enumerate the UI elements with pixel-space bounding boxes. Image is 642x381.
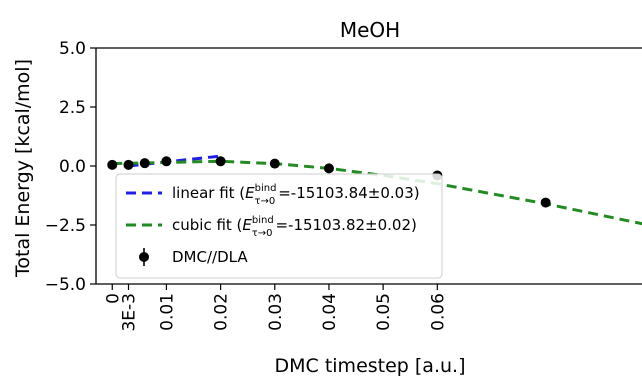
x-tick-label: 0 — [103, 293, 123, 304]
legend: linear fit (Ebind τ→0 =-15103.84±0.03)cubi… — [115, 173, 443, 279]
legend-label-main: linear fit ( — [172, 184, 245, 202]
legend-subscript: τ→0 — [254, 196, 275, 207]
data-point — [139, 158, 150, 169]
y-axis-label: Total Energy [kcal/mol] — [12, 59, 34, 278]
legend-fit-value: =-15103.82±0.02) — [275, 216, 416, 234]
x-axis: 03E-30.010.020.030.040.050.060.1 — [103, 284, 448, 332]
legend-swatch-point — [139, 252, 149, 262]
y-tick-label: −5.0 — [45, 275, 86, 295]
x-tick-label: 0.01 — [157, 293, 177, 331]
data-point — [107, 159, 118, 170]
y-axis: 5.0 2.5 0.0 −2.5 −5.0 — [45, 39, 96, 295]
legend-label: DMC//DLA — [172, 248, 248, 266]
x-tick-label: 0.03 — [266, 293, 286, 331]
legend-superscript: bind — [255, 183, 277, 194]
chart-title: MeOH — [340, 18, 400, 42]
x-axis-label: DMC timestep [a.u.] — [275, 355, 466, 377]
legend-subscript: τ→0 — [252, 228, 273, 239]
y-tick-label: 0.0 — [59, 157, 86, 177]
x-tick-label: 0.04 — [320, 293, 340, 331]
data-point — [269, 158, 280, 169]
y-tick-label: 2.5 — [59, 98, 86, 118]
y-tick-label: 5.0 — [59, 39, 86, 59]
legend-fit-value: =-15103.84±0.03) — [278, 184, 419, 202]
data-point — [215, 156, 226, 167]
legend-label: linear fit (Ebind τ→0 =-15103.84±0.03) — [172, 183, 420, 207]
legend-energy-symbol: E — [242, 216, 252, 234]
plot-content — [107, 154, 642, 226]
legend-label: cubic fit (Ebind τ→0 =-15103.82±0.02) — [172, 215, 417, 239]
data-point — [161, 156, 172, 167]
data-point — [540, 197, 551, 208]
legend-label-main: cubic fit ( — [172, 216, 242, 234]
legend-superscript: bind — [252, 215, 274, 226]
x-tick-label: 3E-3 — [120, 293, 140, 332]
cubic-fit-line — [112, 159, 642, 226]
x-tick-label: 0.02 — [212, 293, 232, 331]
plot-area — [95, 47, 642, 285]
x-tick-label: 0.05 — [374, 293, 394, 331]
y-tick-label: −2.5 — [45, 216, 86, 236]
x-tick-label: 0.06 — [428, 293, 448, 331]
data-point — [123, 159, 134, 170]
legend-box — [115, 173, 443, 279]
data-point — [323, 163, 334, 174]
legend-energy-symbol: E — [245, 184, 255, 202]
legend-label-main: DMC//DLA — [172, 248, 248, 266]
